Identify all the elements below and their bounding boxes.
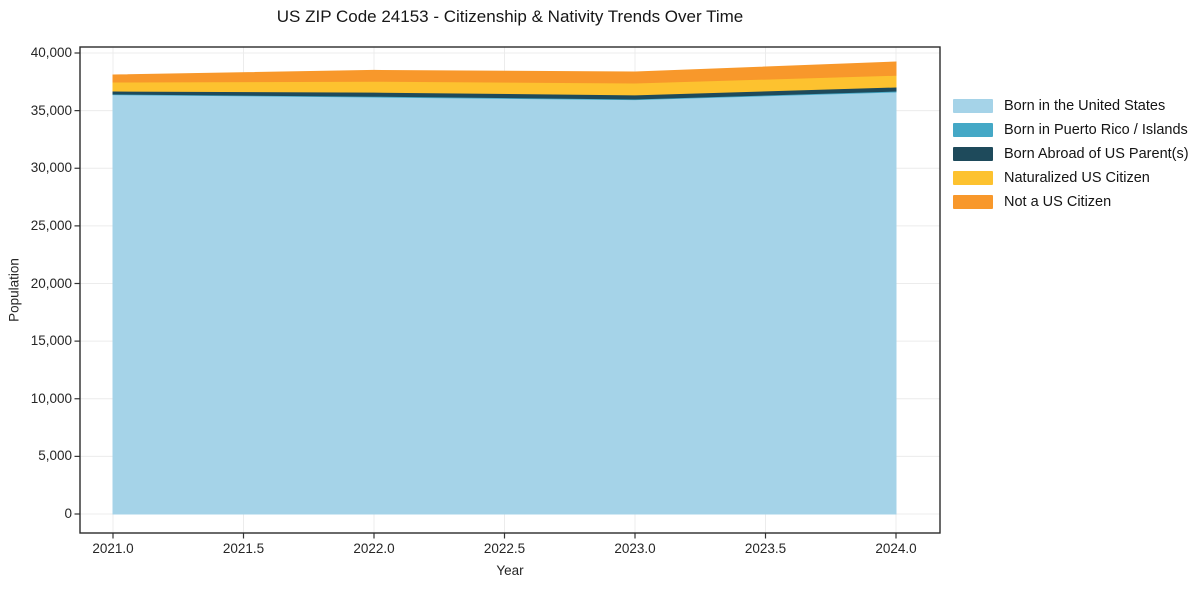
legend-label: Naturalized US Citizen <box>1004 169 1150 186</box>
x-tick-label: 2021.5 <box>222 541 265 556</box>
legend-swatch <box>953 171 993 185</box>
x-tick-label: 2023.0 <box>614 541 656 556</box>
legend-label: Born Abroad of US Parent(s) <box>1004 145 1189 162</box>
plot-area <box>74 46 941 539</box>
legend-item: Born in Puerto Rico / Islands <box>953 123 1189 137</box>
area-series <box>112 61 897 84</box>
legend-swatch <box>953 195 993 209</box>
y-tick-label: 35,000 <box>30 102 72 118</box>
plot-border <box>79 46 941 534</box>
legend-label: Not a US Citizen <box>1004 193 1112 210</box>
stacked-areas <box>112 61 897 515</box>
y-tick-label: 10,000 <box>30 390 72 406</box>
y-tick-label: 15,000 <box>30 333 72 349</box>
x-tick-label: 2024.0 <box>875 541 917 556</box>
y-axis-label: Population <box>6 258 22 322</box>
y-tick-label: 30,000 <box>30 160 72 176</box>
legend-item: Naturalized US Citizen <box>953 171 1189 185</box>
x-tick-label: 2023.5 <box>744 541 787 556</box>
y-tick-label: 25,000 <box>30 217 72 233</box>
axis-ticks <box>74 52 897 539</box>
legend-item: Not a US Citizen <box>953 195 1189 209</box>
y-tick-label: 40,000 <box>30 45 72 60</box>
x-tick-label: 2022.5 <box>483 541 526 556</box>
chart-title: US ZIP Code 24153 - Citizenship & Nativi… <box>276 7 744 26</box>
legend-item: Born in the United States <box>953 99 1189 113</box>
legend-item: Born Abroad of US Parent(s) <box>953 147 1189 161</box>
legend-swatch <box>953 147 993 161</box>
chart-legend: Born in the United States Born in Puerto … <box>953 99 1189 219</box>
legend-swatch <box>953 123 993 137</box>
area-series <box>112 91 897 515</box>
x-axis-label: Year <box>496 563 524 578</box>
legend-swatch <box>953 99 993 113</box>
legend-label: Born in the United States <box>1004 97 1166 114</box>
y-tick-label: 5,000 <box>38 448 72 464</box>
y-tick-label: 0 <box>64 506 72 521</box>
x-tick-label: 2022.0 <box>353 541 395 556</box>
legend-label: Born in Puerto Rico / Islands <box>1004 121 1188 138</box>
x-tick-label: 2021.0 <box>92 541 134 556</box>
y-tick-label: 20,000 <box>30 275 72 291</box>
